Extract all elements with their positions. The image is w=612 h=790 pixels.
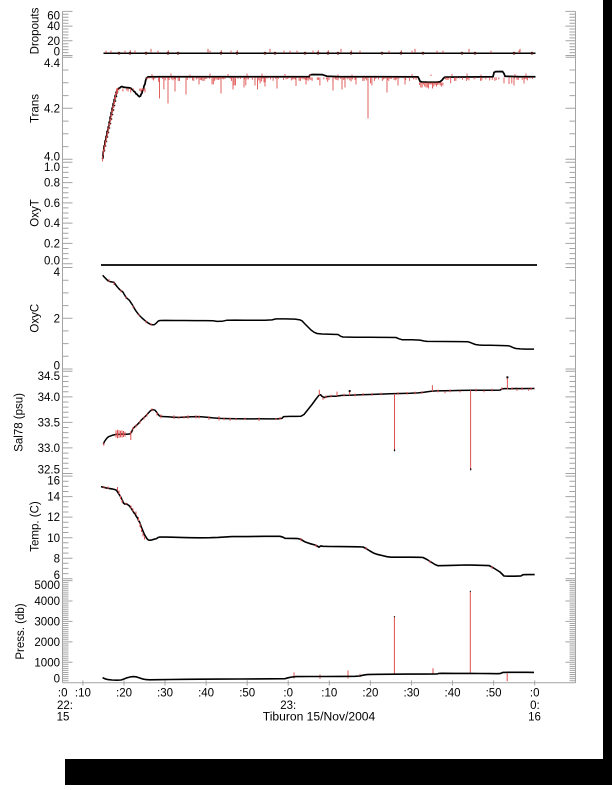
svg-text:4.0: 4.0: [44, 151, 60, 163]
svg-text:Temp. (C): Temp. (C): [30, 501, 42, 552]
svg-text:6: 6: [54, 570, 60, 582]
svg-text:0: 0: [54, 360, 60, 372]
svg-text:10: 10: [47, 533, 60, 545]
svg-text:4000: 4000: [34, 596, 60, 608]
svg-text:32.5: 32.5: [38, 464, 60, 476]
svg-text:Sal78 (psu): Sal78 (psu): [14, 393, 26, 452]
svg-text:0.8: 0.8: [44, 178, 60, 190]
svg-text::40: :40: [445, 688, 461, 700]
svg-text:1000: 1000: [34, 657, 60, 669]
svg-text:2: 2: [54, 313, 60, 325]
svg-text:23:: 23:: [280, 700, 296, 712]
svg-text:Tiburon 15/Nov/2004: Tiburon 15/Nov/2004: [263, 710, 376, 724]
svg-text::10: :10: [75, 688, 91, 700]
svg-text:4.2: 4.2: [44, 103, 60, 115]
svg-text::30: :30: [157, 688, 173, 700]
svg-text::30: :30: [404, 688, 420, 700]
svg-text:20: 20: [47, 36, 60, 48]
svg-text:0.4: 0.4: [44, 218, 61, 230]
svg-text::20: :20: [362, 688, 378, 700]
svg-text:0: 0: [54, 47, 60, 59]
svg-text::0: :0: [283, 688, 293, 700]
svg-text::0: :0: [530, 688, 540, 700]
svg-text:8: 8: [54, 553, 60, 565]
svg-text:4.4: 4.4: [44, 58, 61, 70]
svg-text:OxyT: OxyT: [30, 199, 42, 226]
svg-text::10: :10: [321, 688, 337, 700]
svg-text::0: :0: [58, 688, 68, 700]
svg-text:34.5: 34.5: [38, 371, 60, 383]
svg-text:OxyC: OxyC: [30, 304, 42, 333]
svg-text:16: 16: [47, 476, 60, 488]
svg-text:0: 0: [54, 674, 60, 686]
svg-text:3000: 3000: [34, 617, 60, 629]
svg-text:16: 16: [528, 712, 541, 724]
svg-text:5000: 5000: [34, 580, 60, 592]
svg-text::50: :50: [239, 688, 255, 700]
svg-text:1.0: 1.0: [44, 162, 60, 174]
svg-text:2000: 2000: [34, 637, 60, 649]
svg-text:12: 12: [47, 512, 60, 524]
svg-text:4: 4: [54, 267, 61, 279]
svg-text:14: 14: [47, 492, 60, 504]
svg-text::50: :50: [486, 688, 502, 700]
svg-text:34.0: 34.0: [38, 392, 60, 404]
svg-text::20: :20: [116, 688, 132, 700]
svg-text:Dropouts: Dropouts: [30, 7, 42, 54]
svg-text:0.6: 0.6: [44, 198, 60, 210]
svg-text:0.0: 0.0: [44, 255, 60, 267]
svg-text:15: 15: [57, 712, 70, 724]
svg-text:33.5: 33.5: [38, 418, 60, 430]
svg-text:Trans: Trans: [30, 94, 42, 123]
svg-text:0:: 0:: [530, 700, 540, 712]
svg-text:40: 40: [47, 21, 60, 33]
svg-text:33.0: 33.0: [38, 443, 60, 455]
svg-text:22:: 22:: [57, 700, 73, 712]
svg-text:0.2: 0.2: [44, 239, 60, 251]
svg-text:Press. (db): Press. (db): [15, 603, 27, 659]
svg-text::40: :40: [198, 688, 214, 700]
svg-text:60: 60: [47, 11, 60, 23]
